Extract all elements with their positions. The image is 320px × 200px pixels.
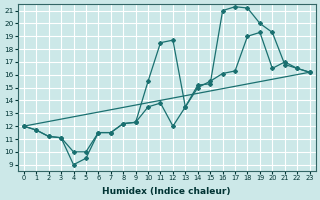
X-axis label: Humidex (Indice chaleur): Humidex (Indice chaleur)	[102, 187, 231, 196]
